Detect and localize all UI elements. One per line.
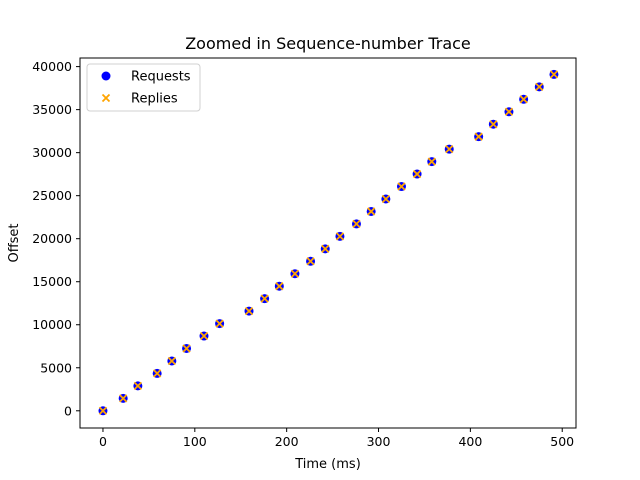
replies-point	[381, 194, 391, 204]
y-tick-label: 0	[64, 403, 72, 418]
y-tick-label: 15000	[32, 274, 72, 289]
replies-point	[275, 282, 284, 291]
replies-point	[199, 331, 209, 341]
y-axis-label: Offset	[7, 223, 22, 262]
replies-point	[306, 257, 315, 266]
y-tick-label: 30000	[32, 145, 72, 160]
x-axis: 0 100 200 300 400 500	[99, 428, 574, 449]
x-tick-label: 0	[99, 434, 107, 449]
y-tick-label: 25000	[32, 188, 72, 203]
replies-point	[153, 369, 162, 378]
replies-point	[445, 145, 454, 154]
legend: Requests Replies	[86, 63, 201, 112]
replies-point	[489, 120, 498, 129]
legend-marker-requests	[101, 71, 111, 81]
replies-point	[182, 344, 191, 353]
replies-point	[397, 182, 406, 191]
replies-point	[119, 394, 128, 403]
legend-label-replies: Replies	[131, 92, 178, 107]
replies-point	[549, 70, 559, 79]
y-tick-label: 20000	[32, 231, 72, 246]
replies-point	[167, 356, 176, 366]
replies-point	[504, 107, 514, 116]
series-layer	[98, 69, 559, 416]
replies-point	[321, 244, 330, 253]
y-tick-label: 40000	[32, 59, 72, 74]
legend-label-requests: Requests	[131, 70, 191, 85]
x-tick-label: 400	[458, 434, 482, 449]
series-requests	[98, 69, 559, 416]
y-tick-label: 35000	[32, 102, 72, 117]
x-tick-label: 200	[275, 434, 299, 449]
replies-point	[215, 319, 224, 328]
replies-point	[98, 406, 108, 415]
replies-point	[367, 207, 376, 216]
replies-point	[535, 82, 544, 91]
replies-point	[260, 294, 269, 303]
x-tick-label: 500	[550, 434, 574, 449]
replies-point	[335, 232, 345, 241]
legend-frame	[86, 63, 201, 112]
series-replies	[98, 70, 559, 415]
replies-point	[474, 132, 483, 141]
legend-marker-replies	[101, 93, 111, 103]
replies-point	[412, 169, 422, 179]
chart-title: Zoomed in Sequence-number Trace	[185, 34, 471, 53]
replies-point	[352, 219, 361, 229]
y-axis: 0 5000 10000 15000 20000 25000 30000 35000 40000	[32, 59, 80, 418]
y-tick-label: 10000	[32, 317, 72, 332]
y-tick-label: 5000	[40, 360, 72, 375]
replies-point	[427, 157, 436, 166]
replies-point	[519, 95, 528, 104]
replies-point	[244, 306, 254, 316]
replies-point	[290, 269, 300, 278]
replies-point	[133, 381, 143, 391]
x-tick-label: 300	[367, 434, 391, 449]
x-tick-label: 100	[183, 434, 207, 449]
x-axis-label: Time (ms)	[294, 457, 361, 472]
plot-area-frame	[79, 57, 577, 429]
